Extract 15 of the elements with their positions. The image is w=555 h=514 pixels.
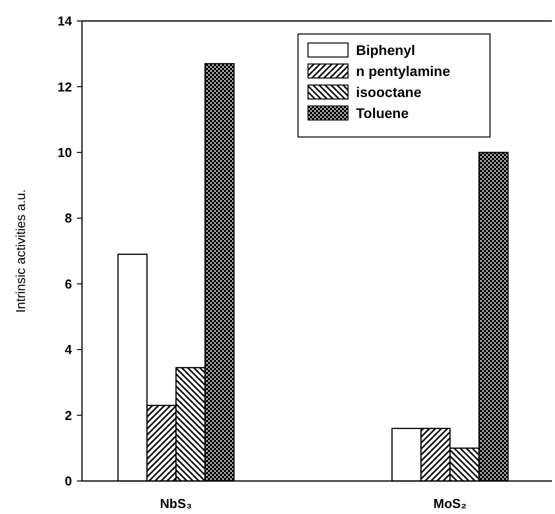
y-tick-label: 2 (64, 408, 72, 423)
x-tick-label: NbS₃ (160, 496, 192, 511)
y-tick-label: 0 (64, 474, 72, 489)
y-axis-title: Intrinsic activities a.u. (13, 189, 28, 313)
y-tick-label: 14 (58, 14, 73, 29)
legend-label: n pentylamine (356, 62, 450, 79)
y-tick-label: 10 (58, 144, 72, 160)
y-tick-label: 12 (58, 79, 72, 94)
legend-label: Toluene (356, 104, 409, 121)
legend-label: isooctane (356, 84, 422, 100)
y-tick-label: 4 (64, 342, 73, 358)
y-tick-label: 6 (64, 276, 72, 292)
y-tick-label: 8 (64, 210, 72, 226)
legend-label: Biphenyl (356, 42, 416, 58)
x-tick-label: MoS₂ (433, 496, 467, 511)
